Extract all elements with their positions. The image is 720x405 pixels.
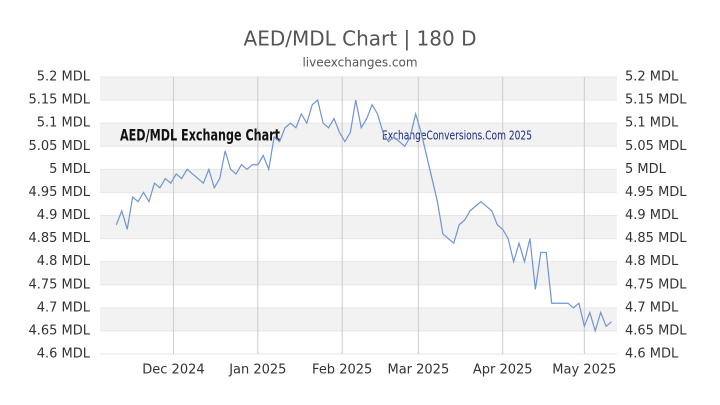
y-tick-label: 4.8 MDL [37,254,91,269]
band [100,261,617,285]
y-tick-label: 5.1 MDL [37,116,91,131]
y-tick-label: 4.9 MDL [37,208,91,223]
y2-tick-label: 4.65 MDL [625,323,687,338]
y-tick-label: 4.85 MDL [28,231,90,246]
x-tick-label: Apr 2025 [473,363,533,378]
y2-tick-label: 4.9 MDL [625,208,679,223]
band [100,123,617,147]
y-tick-label: 4.6 MDL [37,347,91,362]
y2-tick-label: 5.15 MDL [625,93,687,108]
y2-tick-label: 4.8 MDL [625,254,679,269]
y-tick-label: 4.95 MDL [28,185,90,200]
band [100,77,617,101]
x-tick-label: May 2025 [552,363,616,378]
chart-subtitle: liveexchanges.com [302,56,417,70]
line [115,98,612,334]
band [100,215,617,239]
y-tick-label: 5.2 MDL [37,70,91,85]
chart-title: AED/MDL Chart | 180 D [244,27,477,51]
y2-tick-label: 5.2 MDL [625,70,679,85]
y-tick-label: 5 MDL [49,162,91,177]
y2-tick-label: 4.7 MDL [625,300,679,315]
band [100,307,617,331]
x-tick-label: Jan 2025 [228,363,286,378]
y2-tick-label: 4.75 MDL [625,277,687,292]
y2-tick-label: 4.95 MDL [625,185,687,200]
y2-tick-label: 5.1 MDL [625,116,679,131]
x-tick-label: Feb 2025 [312,363,372,378]
y2-tick-label: 5.05 MDL [625,139,687,154]
x-tick-label: Mar 2025 [387,363,449,378]
y-tick-label: 4.75 MDL [28,277,90,292]
y-tick-label: 5.05 MDL [28,139,90,154]
y-tick-label: 5.15 MDL [28,93,90,108]
y2-tick-label: 5 MDL [625,162,667,177]
x-tick-label: Dec 2024 [142,363,204,378]
y-tick-label: 4.65 MDL [28,323,90,338]
y2-tick-label: 4.85 MDL [625,231,687,246]
y2-tick-label: 4.6 MDL [625,347,679,362]
band [100,169,617,193]
y-tick-label: 4.7 MDL [37,300,91,315]
watermark: AED/MDL Exchange Chart [120,126,280,145]
watermark: ExchangeConversions.Com 2025 [382,129,532,143]
